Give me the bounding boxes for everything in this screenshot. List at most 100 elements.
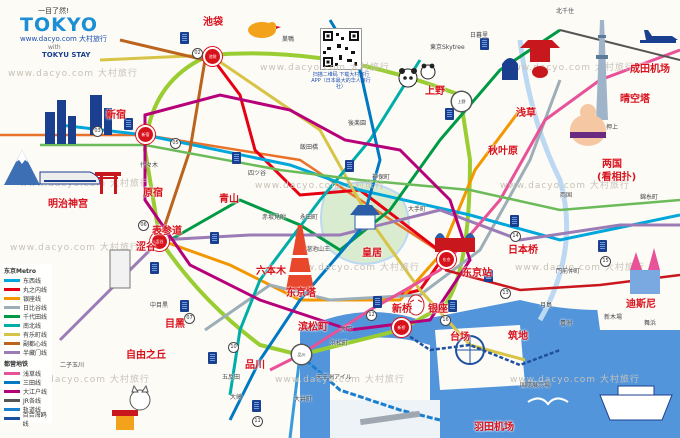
label-skytree[interactable]: 晴空塔 xyxy=(620,94,650,105)
line-fukutoshin xyxy=(119,38,207,241)
hotel-marker-suidobashi[interactable] xyxy=(345,160,354,172)
label-nihonbashi[interactable]: 日本桥 xyxy=(508,245,538,256)
station-shimbashi[interactable]: 新桥 xyxy=(392,318,411,337)
legend-swatch xyxy=(4,288,20,291)
label-narita[interactable]: 成田机场 xyxy=(630,64,670,75)
hotel-marker-asakusa[interactable] xyxy=(480,38,489,50)
hotel-marker-yotsuya[interactable] xyxy=(232,152,241,164)
qr-code[interactable] xyxy=(320,28,362,70)
pagoda-icon xyxy=(112,410,138,430)
badge-number: 02 xyxy=(192,48,203,59)
label-tokyo-tower[interactable]: 东京塔 xyxy=(286,288,316,299)
legend-row: 轨道线 xyxy=(2,405,52,414)
legend-label: 丸之内线 xyxy=(23,287,48,294)
watermark-5: www.dacyo.com 大村旅行 xyxy=(255,181,385,191)
label-ryogoku-sumo[interactable]: (看相扑) xyxy=(597,172,637,183)
legend-label: 副都心线 xyxy=(23,341,48,348)
hotel-marker-ikebukuro[interactable] xyxy=(180,32,189,44)
torii-icon xyxy=(95,172,121,194)
station-ueno[interactable]: 上野 xyxy=(452,92,471,111)
airplane-icon xyxy=(640,30,678,43)
shibuya-building-icon xyxy=(109,249,131,289)
maneki-neko-icon xyxy=(129,384,151,411)
label-asakusa[interactable]: 浅草 xyxy=(516,108,536,119)
label-jiyugaoka[interactable]: 自由之丘 xyxy=(126,350,166,361)
label-akihabara[interactable]: 秋叶原 xyxy=(488,146,518,157)
label-ikebukuro[interactable]: 池袋 xyxy=(203,17,223,28)
hotel-marker-ginza[interactable] xyxy=(484,270,493,282)
label-ryogoku[interactable]: 两国 xyxy=(602,159,622,170)
label-shinagawa[interactable]: 品川 xyxy=(245,360,265,371)
legend-row: 东西线 xyxy=(2,276,52,285)
hotel-marker-aoyama[interactable] xyxy=(210,232,219,244)
label-disney[interactable]: 迪斯尼 xyxy=(626,299,656,310)
skytree-icon xyxy=(596,20,608,120)
label-oshiage: 押上 xyxy=(606,124,619,131)
label-hamamatsucho[interactable]: 滨松町 xyxy=(298,322,328,333)
station-ikebukuro[interactable]: 池袋 xyxy=(203,47,222,66)
legend-swatch xyxy=(4,279,20,282)
label-odaiba[interactable]: 台场 xyxy=(450,332,470,343)
label-shimbashi[interactable]: 新桥 xyxy=(392,304,412,315)
hotel-marker-gotanda[interactable] xyxy=(208,352,217,364)
badge-number: 03 xyxy=(92,126,103,137)
hotel-marker-shibuya[interactable] xyxy=(150,262,159,274)
watermark-1: www.dacyo.com 大村旅行 xyxy=(8,69,138,79)
legend-label: JR各线 xyxy=(23,398,41,405)
badge-number: 10 xyxy=(228,342,239,353)
badge-number: 11 xyxy=(252,416,263,427)
label-omotesando[interactable]: 表参道 xyxy=(152,226,182,237)
label-imperial-palace[interactable]: 皇居 xyxy=(362,248,382,259)
station-shibuya[interactable]: 涩谷 xyxy=(150,232,169,251)
station-shinjuku[interactable]: 新宿 xyxy=(136,125,155,144)
label-aoyama[interactable]: 青山 xyxy=(219,194,239,205)
legend-row: 百合海鸥线 xyxy=(2,412,52,428)
label-haneda[interactable]: 羽田机场 xyxy=(474,422,514,433)
label-ginza[interactable]: 银座 xyxy=(428,304,448,315)
watermark-11: www.dacyo.com 大村旅行 xyxy=(275,375,405,385)
hotel-marker-nihonbashi[interactable] xyxy=(510,215,519,227)
hotel-marker-tsukiji[interactable] xyxy=(448,300,457,312)
legend-row: 三田线 xyxy=(2,378,52,387)
station-tokyo[interactable]: 东京 xyxy=(437,250,456,269)
hotel-marker-shinjuku[interactable] xyxy=(124,118,133,130)
label-meguro[interactable]: 目黑 xyxy=(165,319,185,330)
label-roppongi[interactable]: 六本木 xyxy=(256,266,286,277)
legend-swatch xyxy=(4,399,20,402)
watermark-6: www.dacyo.com 大村旅行 xyxy=(500,181,630,191)
label-shibuya[interactable]: 涩谷 xyxy=(136,242,156,253)
label-harajuku[interactable]: 原宿 xyxy=(143,188,163,199)
label-ryogoku-small: 両国 xyxy=(560,192,573,199)
label-tokyo-station[interactable]: 东京站 xyxy=(462,268,492,279)
hotel-marker-monzen[interactable] xyxy=(598,240,607,252)
legend-label: 浅草线 xyxy=(23,371,42,378)
legend-row: 副都心线 xyxy=(2,339,52,348)
watermark-7: www.dacyo.com 大村旅行 xyxy=(10,243,140,253)
legend-swatch xyxy=(4,333,20,336)
legend-label: 大江户线 xyxy=(23,389,48,396)
legend-swatch xyxy=(4,315,20,318)
legend-row: 丸之内线 xyxy=(2,285,52,294)
legend-label: 三田线 xyxy=(23,380,42,387)
label-daimon: 大門 xyxy=(340,326,353,333)
label-ueno[interactable]: 上野 xyxy=(425,86,445,97)
label-meiji-shrine[interactable]: 明治神宫 xyxy=(48,199,88,210)
sensoji-temple-icon xyxy=(502,40,560,80)
hotel-marker-ueno[interactable] xyxy=(445,108,454,120)
hotel-marker-osaki[interactable] xyxy=(252,400,261,412)
station-shinagawa[interactable]: 品川 xyxy=(292,345,311,364)
label-sugamo: 巣鴨 xyxy=(282,36,295,43)
legend-label: 日比谷线 xyxy=(23,305,48,312)
hotel-marker-shimbashi[interactable] xyxy=(373,296,382,308)
label-shin-kiba: 新木場 xyxy=(604,314,623,321)
label-shinjuku[interactable]: 新宿 xyxy=(106,110,126,121)
site-url: www.dacyo.com 大村旅行 xyxy=(20,35,108,43)
tokyo-station-building-icon xyxy=(435,233,475,252)
label-tsukiji[interactable]: 筑地 xyxy=(508,331,528,342)
label-kokusai-tenjijo: 国際展示場 xyxy=(520,382,551,389)
label-toyosu: 豊洲 xyxy=(560,320,573,327)
legend-swatch xyxy=(4,297,20,300)
hotel-marker-meguro[interactable] xyxy=(180,300,189,312)
